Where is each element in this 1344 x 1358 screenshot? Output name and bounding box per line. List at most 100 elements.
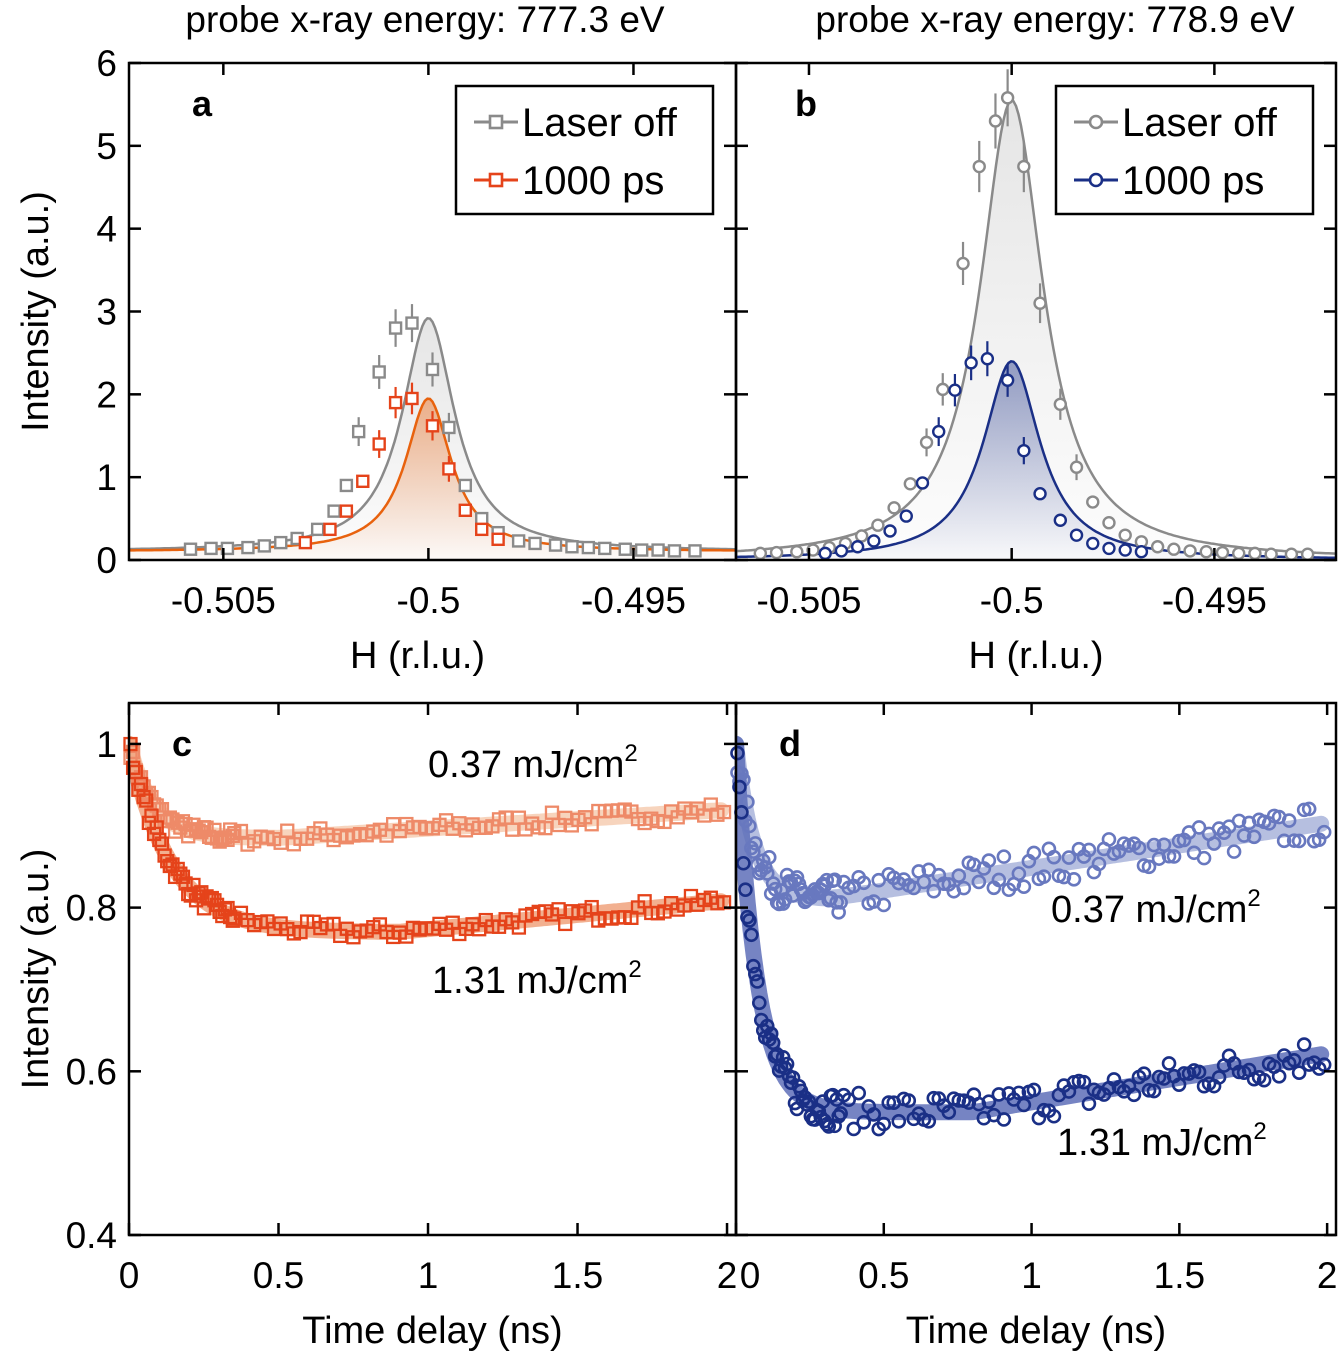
data-point	[598, 541, 612, 556]
data-point	[980, 352, 995, 366]
data-point	[856, 875, 872, 891]
data-point	[759, 1018, 775, 1034]
fluence-label: 0.37 mJ/cm2	[1051, 885, 1261, 931]
data-point	[458, 478, 473, 493]
data-point	[1281, 813, 1297, 828]
data-point	[1206, 836, 1222, 851]
y-tick-label: 6	[96, 43, 117, 84]
data-point	[988, 114, 1003, 128]
axes-frame	[734, 701, 1338, 1237]
data-point	[1150, 540, 1165, 554]
data-point	[511, 534, 526, 548]
data-point	[548, 538, 563, 552]
data-point	[919, 435, 934, 450]
data-point	[819, 1116, 835, 1132]
legend-marker	[488, 114, 504, 130]
data-point	[1215, 545, 1230, 560]
data-point	[1211, 1070, 1227, 1085]
data-point	[916, 874, 932, 890]
fluence-sup: 2	[1247, 885, 1260, 912]
data-point	[1286, 1053, 1302, 1068]
data-point	[1069, 460, 1084, 474]
panel-title: probe x-ray energy: 778.9 eV	[815, 0, 1295, 40]
data-point	[761, 850, 777, 865]
y-tick-label: 0.4	[66, 1215, 117, 1256]
data-point	[298, 535, 313, 550]
y-tick-label: 0.6	[66, 1051, 117, 1092]
data-point	[730, 745, 745, 761]
data-point	[1316, 824, 1332, 840]
data-point	[372, 365, 386, 379]
data-point	[972, 159, 986, 174]
data-point	[581, 540, 596, 555]
data-point	[1081, 1096, 1097, 1111]
data-point	[831, 905, 846, 920]
data-point	[834, 544, 849, 558]
x-tick-label: 2	[717, 1255, 738, 1296]
data-point	[716, 804, 732, 820]
legend-marker	[1088, 172, 1104, 188]
data-point	[651, 543, 665, 557]
data-point	[1126, 1087, 1142, 1103]
data-point	[1101, 832, 1117, 847]
data-point	[183, 542, 198, 556]
data-point	[881, 1095, 897, 1110]
data-point	[971, 874, 987, 890]
data-point	[738, 882, 753, 897]
data-point	[136, 789, 151, 805]
data-point	[1000, 373, 1015, 387]
data-point	[981, 853, 997, 868]
data-point	[339, 478, 354, 493]
data-point	[1196, 850, 1212, 866]
legend-label: 1000 ps	[522, 159, 664, 203]
x-tick-label: -0.505	[757, 580, 862, 621]
x-tick-label: -0.495	[1162, 580, 1267, 621]
data-point	[767, 881, 783, 897]
data-point	[1086, 536, 1100, 551]
data-point	[1166, 849, 1182, 864]
data-point	[528, 536, 542, 551]
legend-box	[454, 84, 715, 216]
panel-b: Laser off 1000 ps -0.505 -0.5 -0.495 b probe x…	[734, 0, 1338, 677]
data-point	[1053, 513, 1068, 527]
data-point	[1102, 516, 1116, 530]
data-point	[763, 1026, 779, 1041]
data-point	[442, 462, 456, 476]
data-point	[125, 744, 141, 760]
data-point	[475, 511, 489, 526]
data-point	[139, 793, 154, 808]
data-point	[1061, 850, 1077, 865]
data-point	[584, 899, 599, 915]
data-point	[1161, 1056, 1177, 1071]
data-point	[1183, 544, 1197, 558]
fluence-label: 1.31 mJ/cm2	[1057, 1118, 1267, 1164]
data-point	[442, 420, 456, 435]
data-point	[936, 876, 952, 892]
data-point	[753, 546, 768, 561]
data-point	[1066, 871, 1082, 887]
panel-label: c	[172, 723, 192, 764]
panel-title: probe x-ray energy: 777.3 eV	[185, 0, 665, 40]
data-point	[750, 974, 765, 989]
data-point	[926, 883, 942, 899]
data-point	[618, 542, 632, 556]
data-point	[806, 543, 820, 557]
data-point	[1231, 813, 1247, 829]
data-point	[1011, 866, 1027, 881]
data-point	[491, 532, 505, 546]
data-point	[1161, 848, 1177, 864]
data-point	[1016, 879, 1032, 895]
data-point	[951, 868, 967, 884]
data-point	[921, 1113, 937, 1129]
y-tick-label: 4	[96, 209, 117, 250]
data-point	[1016, 1097, 1032, 1113]
data-point	[1134, 545, 1149, 559]
data-point	[125, 760, 141, 775]
data-point	[388, 321, 403, 335]
x-tick-label: -0.495	[581, 580, 686, 621]
data-point	[1156, 837, 1172, 853]
data-point	[405, 316, 419, 330]
data-point	[740, 794, 755, 810]
data-point	[996, 1112, 1012, 1127]
